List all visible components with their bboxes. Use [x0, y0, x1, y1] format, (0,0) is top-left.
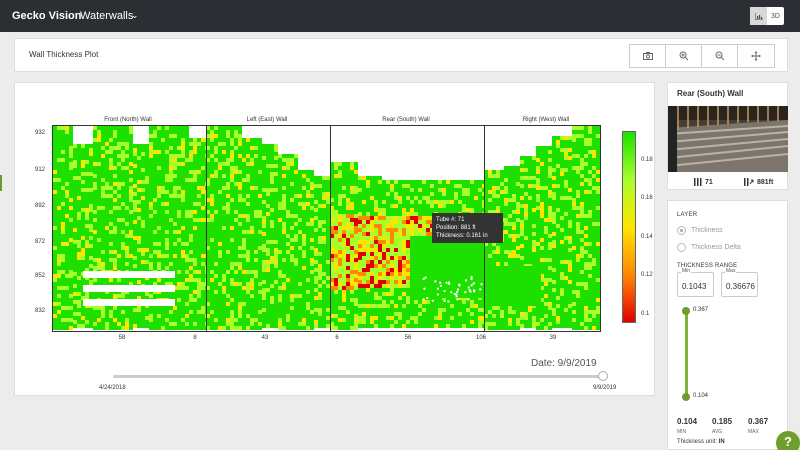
tooltip-position: Position: 881 ft: [436, 225, 476, 232]
y-tick-label: 872: [35, 239, 46, 245]
panel-title: Wall Thickness Plot: [29, 50, 99, 59]
range-min-input[interactable]: Min 0.1043: [677, 268, 714, 297]
date-slider-end: 9/9/2019: [593, 385, 617, 391]
x-tick-label: 43: [261, 335, 269, 341]
y-tick-label: 832: [35, 308, 46, 314]
min-value: 0.1043: [682, 282, 707, 291]
y-tick-label: 892: [35, 203, 46, 209]
layer-option-thickness-delta[interactable]: Thickness Delta: [677, 243, 741, 252]
view-3d-button[interactable]: 3D: [771, 12, 780, 20]
brand-logo: Gecko Vision: [12, 10, 82, 22]
unit-label: Thickness unit:: [677, 439, 718, 445]
panel-label-right: Right (West) Wall: [522, 117, 570, 123]
tooltip-thickness: Thickness: 0.161 in: [436, 233, 488, 240]
zoom-in-button[interactable]: [666, 45, 702, 67]
tubes-icon: [694, 178, 702, 186]
layer-panel: LAYER Thickness Thickness Delta THICKNES…: [667, 200, 788, 450]
zoom-out-button[interactable]: [702, 45, 738, 67]
help-button[interactable]: ?: [776, 431, 800, 450]
date-slider-start: 4/24/2018: [99, 385, 126, 391]
chevron-down-icon[interactable]: ⌄: [131, 10, 139, 20]
radio-icon[interactable]: [677, 243, 686, 252]
stat-min-caption: MIN: [677, 429, 687, 435]
wall-photo: [668, 106, 788, 172]
left-accent-bar: [0, 175, 2, 191]
colorbar-tick: 0.16: [641, 195, 653, 201]
max-value: 0.36676: [726, 282, 755, 291]
chart-2d-icon: [754, 12, 763, 20]
pan-button[interactable]: [738, 45, 774, 67]
panel-label-left: Left (East) Wall: [246, 117, 288, 123]
heatmap[interactable]: [52, 125, 601, 332]
colorbar-tick: 0.14: [641, 234, 653, 240]
layer-heading: LAYER: [677, 212, 698, 218]
range-max-input[interactable]: Max 0.36676: [721, 268, 758, 297]
elevation-value: 881ft: [757, 178, 774, 186]
date-slider-track[interactable]: [113, 375, 603, 378]
view-toggle[interactable]: 3D: [750, 7, 784, 25]
wall-elevation: 881ft: [744, 178, 773, 186]
range-slider-top-label: 0.367: [693, 307, 709, 313]
colorbar-tick: 0.1: [641, 311, 650, 317]
hover-tooltip: Tube #: 71 Position: 881 ft Thickness: 0…: [432, 213, 503, 244]
stat-min: 0.104: [677, 417, 698, 426]
x-tick-label: 8: [193, 335, 197, 341]
range-slider-top-thumb[interactable]: [682, 307, 690, 315]
layer-option-thickness[interactable]: Thickness: [677, 226, 723, 235]
y-tick-label: 852: [35, 273, 46, 279]
range-slider-bottom-label: 0.104: [693, 393, 709, 399]
stat-max: 0.367: [748, 417, 769, 426]
range-slider-track[interactable]: [685, 311, 688, 397]
pan-icon: [751, 51, 761, 61]
date-slider-thumb[interactable]: [598, 371, 608, 381]
radio-selected-icon[interactable]: [677, 226, 686, 235]
panel-label-rear: Rear (South) Wall: [382, 117, 430, 123]
unit-value: IN: [718, 439, 725, 445]
stat-avg: 0.185: [712, 417, 733, 426]
x-tick-label: 106: [475, 335, 487, 341]
screenshot-button[interactable]: [630, 45, 666, 67]
stat-max-caption: MAX: [748, 429, 759, 435]
plot-toolbar: Wall Thickness Plot: [14, 38, 788, 72]
view-2d-button[interactable]: [750, 7, 767, 25]
heatmap-canvas[interactable]: [53, 126, 601, 332]
range-slider-bottom-thumb[interactable]: [682, 393, 690, 401]
top-bar: Gecko Vision Waterwalls ⌄ 3D: [0, 0, 800, 32]
plot-panel: Front (North) Wall Left (East) Wall Rear…: [14, 82, 655, 396]
layer-option-label: Thickness: [691, 227, 723, 234]
camera-icon: [642, 52, 653, 60]
tube-count-value: 71: [705, 178, 713, 186]
x-tick-label: 58: [118, 335, 126, 341]
zoom-in-icon: [679, 51, 688, 61]
x-tick-label: 56: [404, 335, 412, 341]
elevation-icon: [744, 178, 754, 186]
current-date-label: Date: 9/9/2019: [531, 358, 597, 369]
tooltip-tube: Tube #: 71: [436, 217, 465, 223]
colorbar-tick: 0.12: [641, 272, 653, 278]
wall-card: Rear (South) Wall: [667, 82, 788, 190]
thickness-unit: Thickness unit: IN: [677, 439, 725, 445]
min-caption: Min: [681, 268, 692, 274]
stat-avg-caption: AVG: [712, 429, 723, 435]
wall-tube-count: 71: [694, 178, 713, 186]
range-heading: THICKNESS RANGE: [677, 263, 738, 269]
colorbar-tick: 0.18: [641, 157, 653, 163]
project-selector[interactable]: Waterwalls: [80, 10, 134, 22]
plot-tools: [629, 44, 775, 68]
y-tick-label: 932: [35, 130, 46, 136]
zoom-out-icon: [715, 51, 724, 61]
y-tick-label: 912: [35, 167, 46, 173]
x-tick-label: 39: [549, 335, 557, 341]
max-caption: Max: [725, 268, 737, 274]
panel-label-front: Front (North) Wall: [104, 117, 152, 123]
layer-option-label: Thickness Delta: [691, 244, 741, 251]
colorbar: [622, 131, 636, 323]
wall-title: Rear (South) Wall: [677, 89, 744, 98]
x-tick-label: 6: [335, 335, 339, 341]
